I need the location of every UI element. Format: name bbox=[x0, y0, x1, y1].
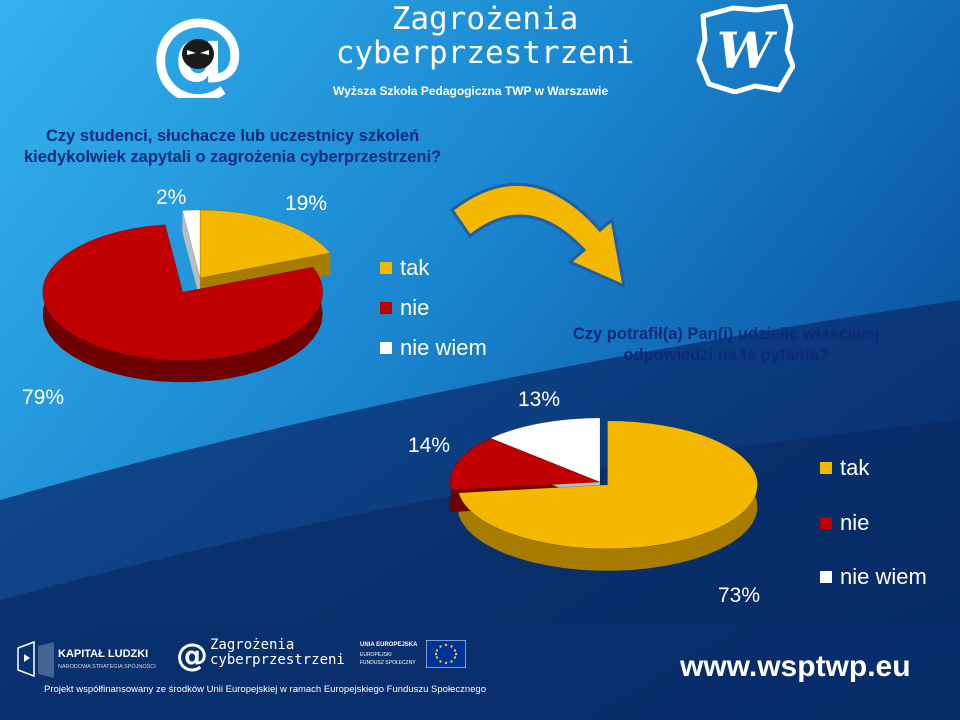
chart1-label-nie-wiem: 2% bbox=[156, 186, 187, 209]
footer-note: Projekt współfinansowany ze środków Unii… bbox=[44, 684, 486, 695]
chart1-legend: tak nie nie wiem bbox=[380, 248, 487, 368]
legend-swatch bbox=[380, 262, 392, 274]
legend-swatch bbox=[820, 517, 832, 529]
chart1-legend-item-nie-wiem: nie wiem bbox=[380, 328, 487, 368]
pie1-edge-nie-wiem-0 bbox=[182, 210, 200, 300]
university-logo-letter: W bbox=[717, 21, 778, 80]
pie1-slice-tak bbox=[199, 209, 331, 279]
pie1-slice-nie bbox=[42, 224, 323, 361]
footer-zagrozenia-line1: Zagrożenia bbox=[210, 637, 295, 653]
chart2-label-nie-wiem: 13% bbox=[518, 388, 561, 411]
legend-swatch bbox=[380, 302, 392, 314]
legend-swatch bbox=[820, 462, 832, 474]
chart2-title-line1: Czy potrafił(a) Pan(i) udzielić właściwe… bbox=[572, 325, 880, 343]
chart2-pie bbox=[449, 417, 758, 571]
chart2-legend-label-nie: nie bbox=[840, 510, 870, 535]
chart2-legend-item-tak: tak bbox=[820, 440, 927, 496]
chart1-legend-label-tak: tak bbox=[400, 255, 430, 280]
pie2-slice-tak bbox=[458, 420, 758, 550]
chart2-title: Czy potrafił(a) Pan(i) udzielić właściwe… bbox=[556, 324, 896, 366]
chart1-label-tak: 19% bbox=[285, 192, 328, 215]
pie1-slice-nie-wiem bbox=[182, 209, 201, 279]
chart2-title-line2: odpowiedzi na te pytania? bbox=[623, 346, 829, 364]
eu-flag-icon bbox=[426, 640, 466, 668]
chart2-legend: tak nie nie wiem bbox=[820, 440, 927, 604]
chart2-legend-label-nie-wiem: nie wiem bbox=[840, 564, 927, 589]
chart2-legend-item-nie-wiem: nie wiem bbox=[820, 550, 927, 604]
chart2-label-tak: 73% bbox=[718, 584, 761, 607]
kapital-ludzki-title: KAPITAŁ LUDZKI bbox=[58, 648, 149, 660]
chart1-title: Czy studenci, słuchacze lub uczestnicy s… bbox=[24, 126, 441, 168]
chart1-legend-label-nie: nie bbox=[400, 295, 430, 320]
eu-line3: FUNDUSZ SPOŁECZNY bbox=[360, 660, 416, 666]
legend-swatch bbox=[820, 571, 832, 583]
chart2-legend-item-nie: nie bbox=[820, 496, 927, 550]
chart2-label-nie: 14% bbox=[408, 434, 451, 457]
footer-zagrozenia-logo: @ Zagrożenia cyberprzestrzeni bbox=[176, 638, 346, 672]
legend-swatch bbox=[380, 342, 392, 354]
at-logo: @ bbox=[150, 0, 246, 109]
eu-line1: UNIA EUROPEJSKA bbox=[360, 642, 418, 648]
header-title-line2: cyberprzestrzeni bbox=[335, 35, 635, 71]
footer-at-icon: @ bbox=[176, 636, 208, 674]
chart1-legend-item-nie: nie bbox=[380, 288, 487, 328]
kapital-ludzki-subtitle: NARODOWA STRATEGIA SPÓJNOŚCI bbox=[58, 664, 156, 670]
header-subtitle: Wyższa Szkoła Pedagogiczna TWP w Warszaw… bbox=[333, 84, 609, 98]
chart1-label-nie: 79% bbox=[22, 386, 65, 409]
pie2-slice-nie bbox=[449, 437, 601, 491]
chart1-legend-label-nie-wiem: nie wiem bbox=[400, 335, 487, 360]
chart1-title-line2: kiedykolwiek zapytali o zagrożenia cyber… bbox=[24, 148, 442, 166]
kapital-ludzki-logo: KAPITAŁ LUDZKI NARODOWA STRATEGIA SPÓJNO… bbox=[14, 640, 164, 680]
header-title: Zagrożenia cyberprzestrzeni bbox=[320, 2, 650, 70]
chart1-title-line1: Czy studenci, słuchacze lub uczestnicy s… bbox=[46, 127, 420, 145]
header-title-line1: Zagrożenia bbox=[391, 1, 579, 37]
website-link[interactable]: www.wsptwp.eu bbox=[680, 650, 911, 683]
university-logo: W bbox=[695, 3, 796, 95]
eu-logo: UNIA EUROPEJSKA EUROPEJSKI FUNDUSZ SPOŁE… bbox=[360, 640, 470, 674]
footer-zagrozenia-line2: cyberprzestrzeni bbox=[210, 652, 345, 668]
chart1-legend-item-tak: tak bbox=[380, 248, 487, 288]
eu-line2: EUROPEJSKI bbox=[360, 652, 392, 658]
pie2-slice-nie-wiem bbox=[489, 417, 601, 483]
curved-arrow-icon bbox=[449, 182, 626, 289]
chart1-pie bbox=[42, 209, 331, 383]
chart2-legend-label-tak: tak bbox=[840, 455, 870, 480]
